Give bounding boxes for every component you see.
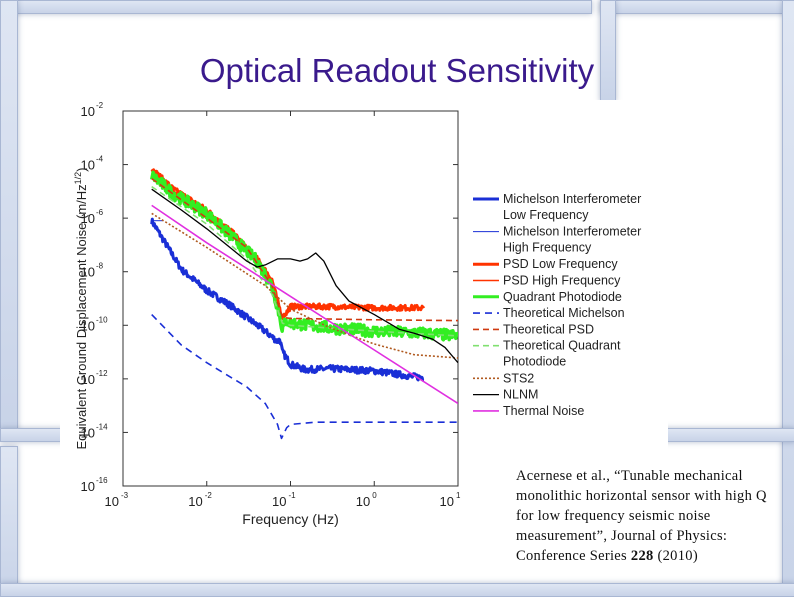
series-line-thermal-noise bbox=[151, 204, 458, 405]
x-tick-label: 10 bbox=[356, 494, 370, 509]
legend-label: Theoretical PSD bbox=[503, 322, 594, 336]
legend-label: Photodiode bbox=[503, 355, 566, 369]
x-tick-exponent: -3 bbox=[121, 491, 129, 500]
legend-label: Low Frequency bbox=[503, 208, 589, 222]
y-tick-label: 10 bbox=[81, 318, 95, 333]
y-tick-exponent: -6 bbox=[96, 208, 104, 217]
y-tick-exponent: -8 bbox=[96, 262, 104, 271]
y-tick-label: 10 bbox=[81, 425, 95, 440]
x-tick-label: 10 bbox=[272, 494, 286, 509]
series-line-theoretical-quadrant-photodiode bbox=[151, 185, 458, 337]
citation-year: (2010) bbox=[653, 548, 698, 564]
y-tick-label: 10 bbox=[81, 372, 95, 387]
y-tick-label: 10 bbox=[81, 104, 95, 119]
legend-label: Thermal Noise bbox=[503, 404, 584, 418]
slide-frame-top-left bbox=[0, 0, 592, 14]
legend-label: Michelson Interferometer bbox=[503, 192, 641, 206]
y-tick-exponent: -14 bbox=[96, 422, 108, 431]
x-tick-label: 10 bbox=[188, 494, 202, 509]
legend-label: Theoretical Michelson bbox=[503, 306, 625, 320]
series-line-theoretical-psd bbox=[151, 177, 458, 322]
x-tick-exponent: -1 bbox=[289, 491, 297, 500]
y-tick-exponent: -10 bbox=[96, 315, 108, 324]
x-tick-label: 10 bbox=[440, 494, 454, 509]
legend-label: High Frequency bbox=[503, 241, 592, 255]
noise-chart: 10 -3 10 -2 10 -1 10 0 10 110 -210 -410 -610 -810 -101… bbox=[73, 101, 641, 527]
citation: Acernese et al., “Tunable mechanical mon… bbox=[516, 466, 778, 566]
x-tick-exponent: -2 bbox=[205, 491, 213, 500]
legend-label: Theoretical Quadrant bbox=[503, 339, 621, 353]
chart-panel: 10 -3 10 -2 10 -1 10 0 10 1 10 -2 10 -4 10 -6 10 -8 10 -10 1… bbox=[60, 100, 668, 555]
slide-frame-top-right bbox=[600, 0, 794, 14]
legend-label: NLNM bbox=[503, 388, 538, 402]
series-line-sts2 bbox=[151, 212, 458, 359]
y-tick-exponent: -2 bbox=[96, 101, 104, 110]
series-line-nlnm bbox=[151, 188, 458, 364]
y-tick-exponent: -4 bbox=[96, 155, 104, 164]
citation-text: Acernese et al., “Tunable mechanical mon… bbox=[516, 468, 767, 564]
slide-frame-left-bottom bbox=[0, 446, 18, 597]
slide-title: Optical Readout Sensitivity bbox=[199, 52, 595, 89]
series-line-theoretical-michelson bbox=[151, 314, 458, 440]
legend-label: Quadrant Photodiode bbox=[503, 290, 622, 304]
x-tick-exponent: 1 bbox=[456, 491, 461, 500]
y-tick-label: 10 bbox=[81, 211, 95, 226]
x-tick-label: 10 bbox=[105, 494, 119, 509]
y-axis-label: Equivalent Ground Displacement Noise (m/… bbox=[73, 167, 89, 449]
y-tick-label: 10 bbox=[81, 265, 95, 280]
y-tick-label: 10 bbox=[81, 479, 95, 494]
x-axis-label: Frequency (Hz) bbox=[242, 511, 338, 527]
series-line-michelson-interferometer-low-frequency bbox=[150, 217, 425, 382]
x-tick-exponent: 0 bbox=[372, 491, 377, 500]
y-tick-label: 10 bbox=[81, 158, 95, 173]
legend-label: STS2 bbox=[503, 371, 534, 385]
y-tick-exponent: -12 bbox=[96, 369, 108, 378]
legend-label: PSD Low Frequency bbox=[503, 257, 618, 271]
plot-area bbox=[122, 110, 459, 487]
legend-label: Michelson Interferometer bbox=[503, 225, 641, 239]
legend-label: PSD High Frequency bbox=[503, 274, 621, 288]
y-tick-exponent: -16 bbox=[96, 476, 108, 485]
citation-volume: 228 bbox=[630, 548, 654, 564]
